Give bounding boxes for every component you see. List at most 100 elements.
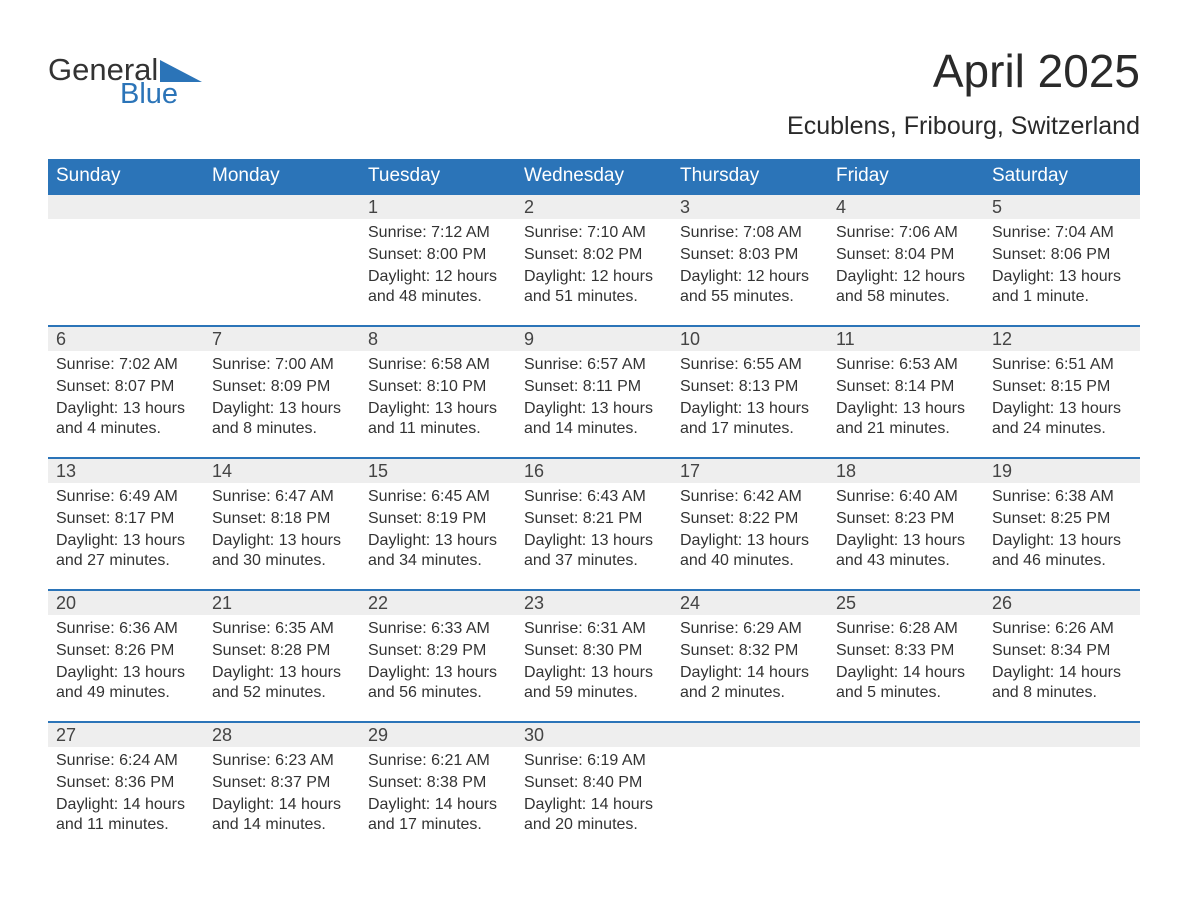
day-number: 18 (836, 461, 856, 481)
day-cell: 9Sunrise: 6:57 AMSunset: 8:11 PMDaylight… (516, 326, 672, 458)
sunset-value: 8:38 PM (427, 774, 487, 791)
day-cell: 1Sunrise: 7:12 AMSunset: 8:00 PMDaylight… (360, 194, 516, 326)
day-number: 4 (836, 197, 846, 217)
sunset-line: Sunset: 8:15 PM (992, 377, 1132, 398)
day-number: 3 (680, 197, 690, 217)
daylight-line: Daylight: 13 hours and 1 minute. (992, 267, 1132, 309)
day-number: 29 (368, 725, 388, 745)
sunrise-value: 6:57 AM (587, 356, 646, 373)
day-number-strip: 16 (516, 459, 672, 483)
sunrise-line: Sunrise: 6:19 AM (524, 751, 664, 772)
daylight-line: Daylight: 13 hours and 52 minutes. (212, 663, 352, 705)
week-row: 1Sunrise: 7:12 AMSunset: 8:00 PMDaylight… (48, 194, 1140, 326)
sunrise-line: Sunrise: 6:55 AM (680, 355, 820, 376)
day-number-strip: 14 (204, 459, 360, 483)
sunset-line: Sunset: 8:03 PM (680, 245, 820, 266)
day-cell: 20Sunrise: 6:36 AMSunset: 8:26 PMDayligh… (48, 590, 204, 722)
sunrise-line: Sunrise: 6:58 AM (368, 355, 508, 376)
sunrise-value: 6:40 AM (899, 488, 958, 505)
day-number-strip: 23 (516, 591, 672, 615)
sunrise-line: Sunrise: 7:06 AM (836, 223, 976, 244)
day-cell: 22Sunrise: 6:33 AMSunset: 8:29 PMDayligh… (360, 590, 516, 722)
sunset-line: Sunset: 8:17 PM (56, 509, 196, 530)
sunset-line: Sunset: 8:09 PM (212, 377, 352, 398)
logo-word-blue: Blue (120, 78, 202, 111)
day-number: 20 (56, 593, 76, 613)
sunrise-value: 6:45 AM (431, 488, 490, 505)
daylight-line: Daylight: 13 hours and 30 minutes. (212, 531, 352, 573)
daylight-line: Daylight: 12 hours and 48 minutes. (368, 267, 508, 309)
sunrise-line: Sunrise: 6:43 AM (524, 487, 664, 508)
day-content: Sunrise: 7:06 AMSunset: 8:04 PMDaylight:… (828, 219, 984, 317)
day-cell: 18Sunrise: 6:40 AMSunset: 8:23 PMDayligh… (828, 458, 984, 590)
sunset-value: 8:00 PM (427, 246, 487, 263)
sunset-value: 8:22 PM (739, 510, 799, 527)
sunrise-value: 6:49 AM (119, 488, 178, 505)
day-content: Sunrise: 6:23 AMSunset: 8:37 PMDaylight:… (204, 747, 360, 845)
day-number-strip (204, 195, 360, 219)
day-cell (672, 722, 828, 854)
day-number: 1 (368, 197, 378, 217)
title-block: April 2025 Ecublens, Fribourg, Switzerla… (787, 30, 1140, 141)
day-number-strip: 12 (984, 327, 1140, 351)
day-number: 11 (836, 329, 855, 349)
sunset-value: 8:10 PM (427, 378, 487, 395)
daylight-line: Daylight: 13 hours and 11 minutes. (368, 399, 508, 441)
sunset-line: Sunset: 8:26 PM (56, 641, 196, 662)
daylight-line: Daylight: 12 hours and 58 minutes. (836, 267, 976, 309)
day-number-strip: 5 (984, 195, 1140, 219)
day-content: Sunrise: 6:38 AMSunset: 8:25 PMDaylight:… (984, 483, 1140, 581)
sunset-value: 8:37 PM (271, 774, 331, 791)
day-cell: 15Sunrise: 6:45 AMSunset: 8:19 PMDayligh… (360, 458, 516, 590)
day-cell: 8 Sunrise: 6:58 AMSunset: 8:10 PMDaylight… (360, 326, 516, 458)
sunrise-line: Sunrise: 6:40 AM (836, 487, 976, 508)
daylight-line: Daylight: 13 hours and 46 minutes. (992, 531, 1132, 573)
sunset-line: Sunset: 8:23 PM (836, 509, 976, 530)
day-number-strip: 10 (672, 327, 828, 351)
sunrise-line: Sunrise: 7:04 AM (992, 223, 1132, 244)
sunrise-line: Sunrise: 6:21 AM (368, 751, 508, 772)
sunrise-value: 6:35 AM (275, 620, 334, 637)
sunrise-line: Sunrise: 6:42 AM (680, 487, 820, 508)
day-number: 19 (992, 461, 1012, 481)
sunrise-value: 6:38 AM (1055, 488, 1114, 505)
day-cell: 3Sunrise: 7:08 AMSunset: 8:03 PMDaylight… (672, 194, 828, 326)
sunrise-line: Sunrise: 6:51 AM (992, 355, 1132, 376)
sunset-line: Sunset: 8:25 PM (992, 509, 1132, 530)
sunrise-value: 7:00 AM (275, 356, 334, 373)
day-number-strip: 21 (204, 591, 360, 615)
sunrise-value: 6:43 AM (587, 488, 646, 505)
day-number: 24 (680, 593, 700, 613)
sunset-line: Sunset: 8:13 PM (680, 377, 820, 398)
sunset-line: Sunset: 8:04 PM (836, 245, 976, 266)
sunrise-value: 6:31 AM (587, 620, 646, 637)
sunset-value: 8:40 PM (583, 774, 643, 791)
sunset-line: Sunset: 8:10 PM (368, 377, 508, 398)
day-number: 22 (368, 593, 388, 613)
sunrise-line: Sunrise: 7:08 AM (680, 223, 820, 244)
sunset-line: Sunset: 8:33 PM (836, 641, 976, 662)
sunset-value: 8:02 PM (583, 246, 643, 263)
sunset-value: 8:28 PM (271, 642, 331, 659)
sunset-line: Sunset: 8:22 PM (680, 509, 820, 530)
day-number-strip (984, 723, 1140, 747)
sunrise-line: Sunrise: 6:38 AM (992, 487, 1132, 508)
day-number: 8 (368, 329, 378, 349)
sunrise-value: 6:19 AM (587, 752, 646, 769)
day-cell: 4Sunrise: 7:06 AMSunset: 8:04 PMDaylight… (828, 194, 984, 326)
day-cell: 23Sunrise: 6:31 AMSunset: 8:30 PMDayligh… (516, 590, 672, 722)
day-content: Sunrise: 6:24 AMSunset: 8:36 PMDaylight:… (48, 747, 204, 845)
day-cell: 6Sunrise: 7:02 AMSunset: 8:07 PMDaylight… (48, 326, 204, 458)
day-number-strip: 20 (48, 591, 204, 615)
sunset-value: 8:19 PM (427, 510, 487, 527)
sunset-value: 8:32 PM (739, 642, 799, 659)
day-number-strip: 7 (204, 327, 360, 351)
sunrise-value: 6:47 AM (275, 488, 334, 505)
day-number-strip: 2 (516, 195, 672, 219)
sunset-line: Sunset: 8:06 PM (992, 245, 1132, 266)
day-number-strip (672, 723, 828, 747)
day-cell: 25Sunrise: 6:28 AMSunset: 8:33 PMDayligh… (828, 590, 984, 722)
day-number-strip: 27 (48, 723, 204, 747)
day-cell: 10Sunrise: 6:55 AMSunset: 8:13 PMDayligh… (672, 326, 828, 458)
sunrise-value: 7:04 AM (1055, 224, 1114, 241)
